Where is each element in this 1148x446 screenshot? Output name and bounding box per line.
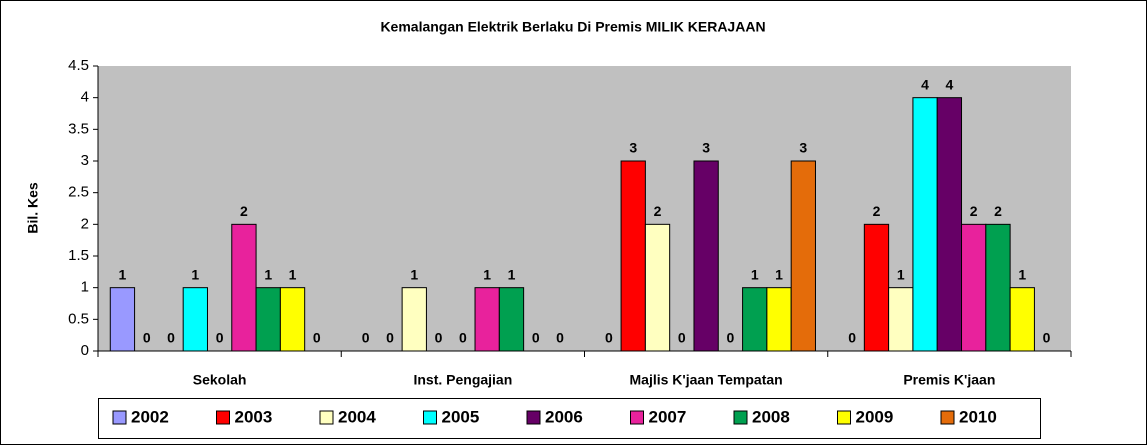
y-tick-label: 2 bbox=[81, 215, 89, 232]
x-tick-label: Inst. Pengajian bbox=[413, 372, 512, 388]
data-label: 1 bbox=[1018, 266, 1026, 282]
data-label: 0 bbox=[532, 330, 540, 346]
legend-swatch bbox=[733, 410, 748, 425]
data-label: 1 bbox=[264, 266, 272, 282]
legend-label: 2008 bbox=[752, 407, 790, 426]
y-tick-label: 1.5 bbox=[68, 247, 89, 264]
legend-swatch bbox=[526, 410, 541, 425]
data-label: 3 bbox=[799, 140, 807, 156]
bar bbox=[888, 287, 914, 352]
bar bbox=[1009, 287, 1035, 352]
data-label: 1 bbox=[508, 266, 516, 282]
legend-swatch bbox=[112, 410, 127, 425]
bar bbox=[961, 223, 987, 352]
data-label: 0 bbox=[727, 330, 735, 346]
y-tick-label: 1 bbox=[81, 279, 89, 296]
legend-swatch bbox=[216, 410, 230, 425]
bar bbox=[474, 287, 500, 352]
bar bbox=[401, 287, 427, 352]
legend-swatch bbox=[837, 410, 851, 425]
bar bbox=[644, 223, 671, 352]
data-label: 0 bbox=[556, 330, 564, 346]
chart-title: Kemalangan Elektrik Berlaku Di Premis MI… bbox=[380, 19, 765, 35]
bar bbox=[936, 97, 963, 352]
data-label: 4 bbox=[945, 76, 953, 92]
data-label: 2 bbox=[240, 203, 248, 219]
data-label: 2 bbox=[994, 203, 1002, 219]
bar bbox=[498, 287, 525, 352]
data-label: 2 bbox=[873, 203, 881, 219]
bar bbox=[255, 287, 281, 352]
y-tick-label: 3 bbox=[81, 152, 89, 169]
data-label: 0 bbox=[678, 330, 686, 346]
y-tick-label: 3.5 bbox=[68, 120, 89, 137]
bar bbox=[182, 287, 208, 352]
bar bbox=[863, 223, 890, 352]
legend-label: 2010 bbox=[959, 407, 997, 426]
legend-swatch bbox=[940, 410, 955, 425]
bar bbox=[231, 223, 257, 352]
legend-label: 2003 bbox=[235, 407, 273, 426]
data-label: 0 bbox=[167, 330, 175, 346]
x-tick-label: Premis K'jaan bbox=[903, 372, 995, 388]
data-label: 0 bbox=[216, 330, 224, 346]
data-label: 0 bbox=[143, 330, 151, 346]
data-label: 0 bbox=[386, 330, 394, 346]
legend-label: 2007 bbox=[649, 407, 687, 426]
data-label: 2 bbox=[654, 203, 662, 219]
y-tick-label: 0 bbox=[81, 342, 89, 359]
data-label: 0 bbox=[313, 330, 321, 346]
legend-label: 2002 bbox=[131, 407, 169, 426]
data-label: 3 bbox=[702, 140, 710, 156]
bar bbox=[620, 160, 646, 352]
bar bbox=[766, 287, 792, 352]
legend-label: 2006 bbox=[545, 407, 583, 426]
data-label: 1 bbox=[191, 266, 199, 282]
bar bbox=[279, 287, 306, 352]
legend-label: 2009 bbox=[856, 407, 894, 426]
legend bbox=[98, 398, 1041, 439]
bar bbox=[985, 223, 1011, 352]
legend-swatch bbox=[319, 410, 334, 425]
data-label: 0 bbox=[848, 330, 856, 346]
y-axis-label: Bil. Kes bbox=[25, 182, 41, 234]
bar bbox=[109, 287, 136, 352]
x-tick-label: Majlis K'jaan Tempatan bbox=[630, 372, 783, 388]
data-label: 1 bbox=[289, 266, 297, 282]
data-label: 4 bbox=[921, 76, 929, 92]
x-tick-label: Sekolah bbox=[193, 372, 247, 388]
data-label: 0 bbox=[435, 330, 443, 346]
y-tick-label: 2.5 bbox=[68, 184, 89, 201]
y-tick-label: 4 bbox=[81, 89, 89, 106]
bar bbox=[912, 97, 938, 352]
legend-label: 2004 bbox=[338, 407, 376, 426]
data-label: 1 bbox=[483, 266, 491, 282]
legend-swatch bbox=[630, 410, 644, 425]
bar bbox=[790, 160, 816, 352]
data-label: 0 bbox=[362, 330, 370, 346]
y-tick-label: 4.5 bbox=[68, 57, 89, 74]
legend-swatch bbox=[423, 410, 437, 425]
data-label: 1 bbox=[410, 266, 418, 282]
data-label: 0 bbox=[459, 330, 467, 346]
data-label: 0 bbox=[1043, 330, 1051, 346]
data-label: 1 bbox=[119, 266, 127, 282]
y-tick-label: 0.5 bbox=[68, 310, 89, 327]
legend-label: 2005 bbox=[442, 407, 480, 426]
bar bbox=[742, 287, 768, 352]
data-label: 0 bbox=[605, 330, 613, 346]
data-label: 1 bbox=[897, 266, 905, 282]
bar bbox=[693, 160, 719, 352]
data-label: 1 bbox=[751, 266, 759, 282]
data-label: 3 bbox=[629, 140, 637, 156]
data-label: 1 bbox=[775, 266, 783, 282]
data-label: 2 bbox=[970, 203, 978, 219]
